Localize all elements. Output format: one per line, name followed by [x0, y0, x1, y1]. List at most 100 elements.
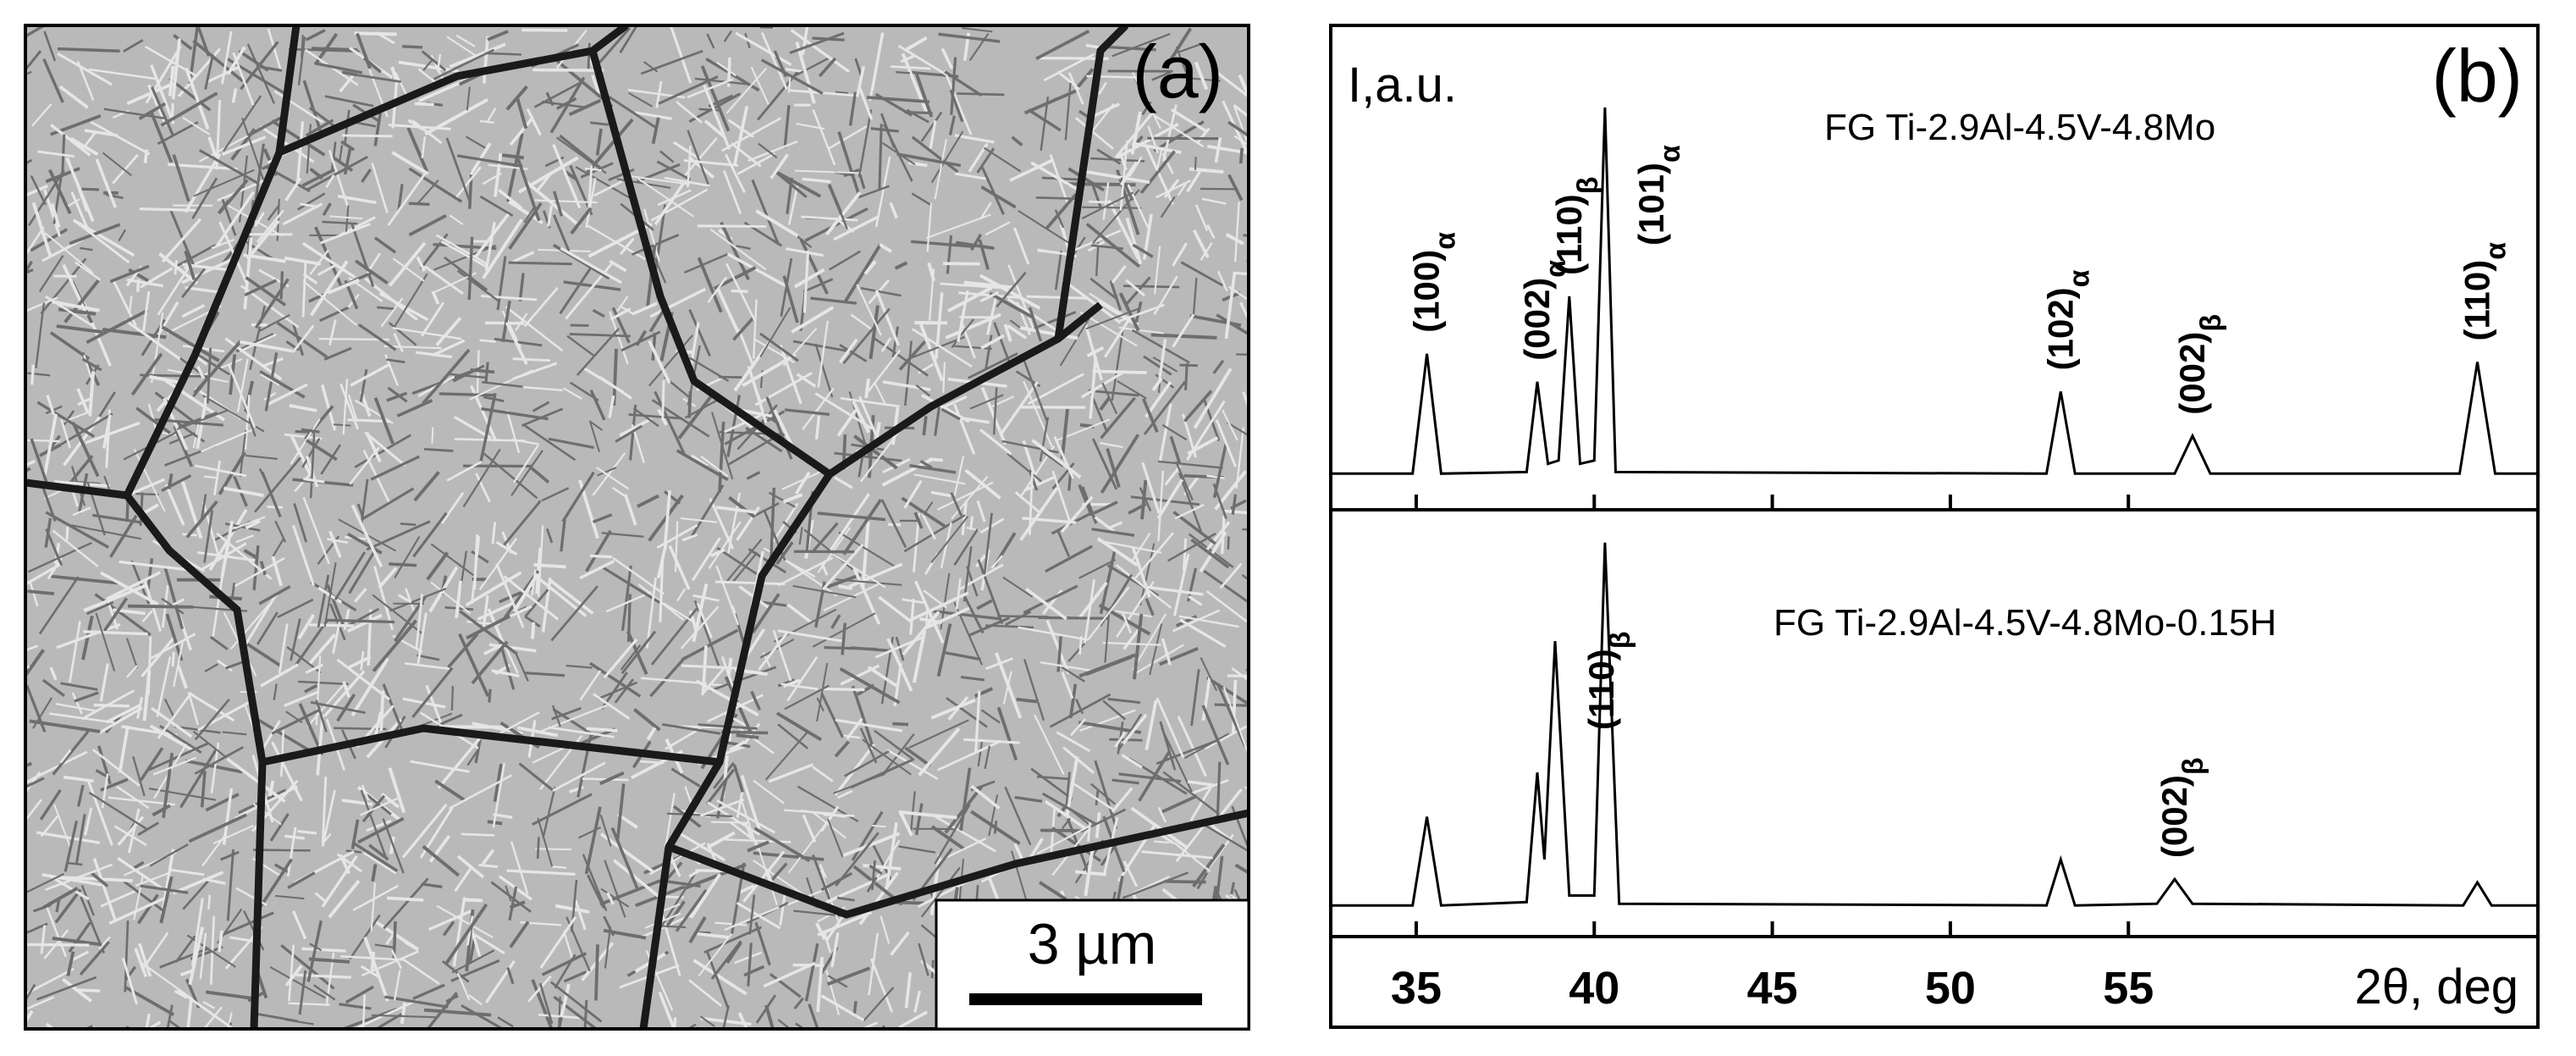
- texture: [863, 260, 877, 275]
- texture: [874, 156, 891, 228]
- texture: [983, 147, 1022, 173]
- texture: [782, 327, 818, 367]
- texture: [173, 425, 194, 467]
- texture: [689, 872, 722, 919]
- texture: [66, 861, 83, 866]
- texture: [1161, 423, 1188, 441]
- texture: [356, 32, 372, 69]
- texture: [260, 663, 299, 688]
- texture: [742, 850, 786, 903]
- texture: [202, 1001, 216, 1009]
- texture: [474, 213, 510, 258]
- texture: [1089, 102, 1115, 135]
- texture: [769, 153, 789, 180]
- scale-box: [935, 898, 1250, 1031]
- texture: [150, 633, 196, 660]
- texture: [1023, 475, 1056, 492]
- peak-label: (100)α: [1407, 232, 1462, 333]
- texture: [535, 547, 543, 594]
- texture: [391, 151, 429, 175]
- texture: [663, 489, 671, 546]
- texture: [84, 807, 93, 836]
- peak-index: (002): [1517, 278, 1557, 361]
- texture: [904, 972, 913, 1009]
- texture: [1034, 97, 1058, 109]
- texture: [170, 102, 174, 119]
- texture: [643, 208, 660, 263]
- peak-phase: β: [2195, 314, 2227, 332]
- texture: [273, 683, 278, 700]
- texture: [394, 71, 408, 96]
- texture: [398, 594, 412, 604]
- texture: [160, 91, 218, 127]
- texture: [143, 149, 149, 163]
- texture: [842, 832, 901, 858]
- texture: [303, 477, 325, 484]
- texture: [448, 373, 486, 379]
- texture: [216, 659, 233, 672]
- texture: [49, 331, 91, 361]
- texture: [979, 517, 1005, 534]
- texture: [436, 904, 494, 938]
- texture: [911, 192, 933, 207]
- texture: [698, 933, 732, 977]
- texture: [243, 237, 253, 310]
- texture: [715, 565, 740, 626]
- texture: [168, 1019, 183, 1029]
- texture: [648, 334, 693, 387]
- texture: [1132, 613, 1167, 671]
- texture: [531, 622, 536, 639]
- texture: [830, 932, 840, 968]
- texture: [1121, 611, 1132, 634]
- texture: [518, 762, 554, 792]
- texture: [1056, 530, 1071, 557]
- x-axis-label: 2θ, deg: [2354, 959, 2518, 1015]
- texture: [280, 943, 335, 990]
- texture: [645, 577, 657, 649]
- texture: [1067, 640, 1088, 662]
- xrd-line: [1331, 542, 2538, 907]
- texture: [56, 622, 121, 650]
- texture: [297, 613, 316, 640]
- texture: [1068, 683, 1078, 719]
- texture: [71, 422, 100, 478]
- texture: [1035, 196, 1078, 201]
- peak-phase: β: [1604, 632, 1636, 650]
- texture: [1147, 125, 1159, 153]
- texture: [205, 793, 240, 812]
- texture: [1222, 686, 1249, 753]
- texture: [509, 921, 530, 948]
- texture: [1121, 754, 1143, 769]
- texture: [108, 897, 166, 925]
- texture: [863, 864, 902, 871]
- texture: [333, 423, 351, 427]
- texture: [503, 575, 560, 621]
- texture: [1156, 738, 1218, 766]
- texture: [53, 804, 73, 850]
- texture: [664, 490, 681, 505]
- texture: [593, 693, 631, 720]
- texture: [795, 41, 816, 104]
- texture: [1131, 329, 1190, 364]
- texture: [920, 394, 970, 423]
- texture: [553, 191, 564, 217]
- texture: [455, 580, 463, 618]
- texture: [1159, 647, 1199, 666]
- texture: [834, 740, 850, 758]
- texture: [1175, 461, 1194, 500]
- texture: [301, 241, 356, 279]
- texture: [499, 711, 540, 734]
- texture: [349, 446, 380, 485]
- texture: [801, 215, 858, 222]
- texture: [953, 403, 976, 456]
- texture: [215, 100, 222, 170]
- texture: [136, 893, 159, 925]
- texture: [818, 57, 837, 78]
- texture: [431, 290, 440, 305]
- texture: [25, 684, 47, 733]
- texture: [123, 880, 166, 913]
- texture: [200, 494, 207, 520]
- texture: [483, 395, 505, 403]
- texture: [401, 803, 448, 859]
- texture: [711, 821, 748, 824]
